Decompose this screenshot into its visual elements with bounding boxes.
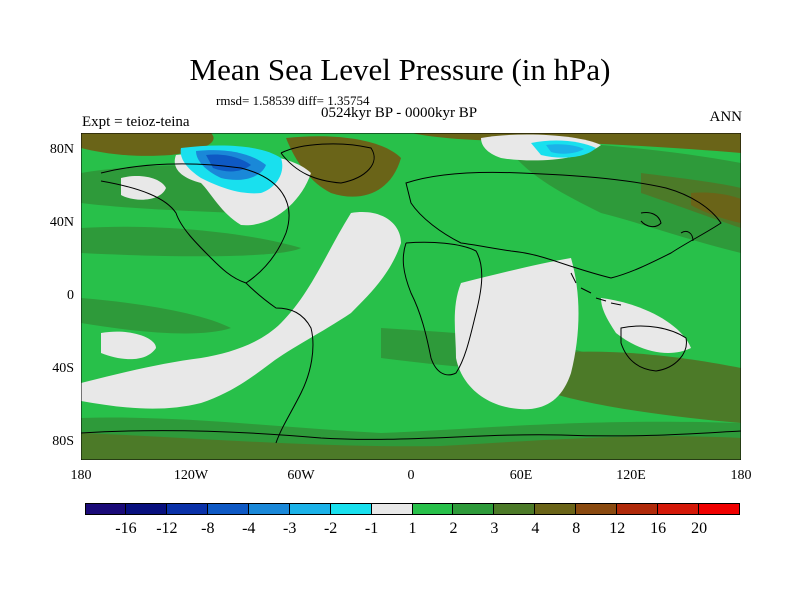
colorbar-swatch [535,503,577,515]
lon-tick-label: 180 [730,468,752,483]
colorbar-swatch [85,503,126,515]
colorbar-swatch [125,503,167,515]
colorbar-swatch [371,503,413,515]
colorbar-swatch [617,503,659,515]
colorbar-tick-label: -1 [364,520,379,537]
stats-text: rmsd= 1.58539 diff= 1.35754 [216,93,370,108]
lon-tick-label: 120E [616,468,646,483]
colorbar-tick-label: -12 [156,520,178,537]
field-band-4to8 [81,133,214,156]
colorbar-frame [85,503,740,515]
lon-tick-label: 60E [509,468,533,483]
colorbar-tick-label: -16 [115,520,137,537]
lon-tick-label: 120W [173,468,209,483]
colorbar-tick-label: 2 [449,520,458,537]
lon-tick-label: 0 [407,468,415,483]
field-band-neutral [81,212,401,409]
colorbar-swatch [658,503,700,515]
colorbar-tick-label: -8 [201,520,215,537]
lon-tick-label: 180 [70,468,92,483]
colorbar-swatch [289,503,331,515]
pressure-map [81,133,741,460]
colorbar-swatch [248,503,290,515]
field-band-4to8 [691,192,741,223]
colorbar-tick-label: 4 [531,520,540,537]
field-band-3to4 [551,351,741,423]
field-band-2to3 [81,226,301,257]
map-panel [81,133,741,460]
period-subtitle: 0524kyr BP - 0000kyr BP [321,105,478,121]
lon-tick-label: 60W [287,468,315,483]
colorbar-swatch [576,503,618,515]
coastlines [81,143,741,444]
lat-tick-label: 80N [49,142,74,157]
colorbar-tick-label: 20 [691,520,708,537]
lat-tick-label: 0 [67,288,74,303]
field-band-neutral [121,176,166,200]
season-label: ANN [709,109,743,125]
field-band-neutral [454,258,579,410]
colorbar-swatch [207,503,249,515]
colorbar-tick-label: 8 [572,520,581,537]
lat-tick-label: 40N [49,215,74,230]
field-band-neutral [101,331,156,360]
colorbar-tick-label: 3 [490,520,499,537]
map-title: Mean Sea Level Pressure (in hPa) [189,52,611,87]
colorbar-tick-label: 16 [650,520,667,537]
field-band-4to8 [286,136,401,197]
colorbar [85,503,740,515]
field-band-2to3 [501,138,741,253]
colorbar-tick-label: -4 [242,520,256,537]
colorbar-tick-label: -3 [283,520,297,537]
colorbar-tick-label: 1 [408,520,417,537]
field-band-minus2to3 [546,144,584,154]
colorbar-swatch [412,503,454,515]
lat-tick-label: 80S [52,434,74,449]
field-band-3to4 [81,433,741,460]
colorbar-tick-label: -2 [323,520,338,537]
colorbar-swatch [330,503,372,515]
colorbar-tick-label: 12 [609,520,626,537]
field-band-minus4to8 [206,154,251,172]
lat-tick-label: 40S [52,361,74,376]
colorbar-swatch [494,503,536,515]
colorbar-swatch [453,503,495,515]
field-band-neutral [601,298,691,353]
field-band-2to3 [81,298,231,334]
experiment-label: Expt = teioz-teina [82,114,190,130]
colorbar-swatch [166,503,208,515]
